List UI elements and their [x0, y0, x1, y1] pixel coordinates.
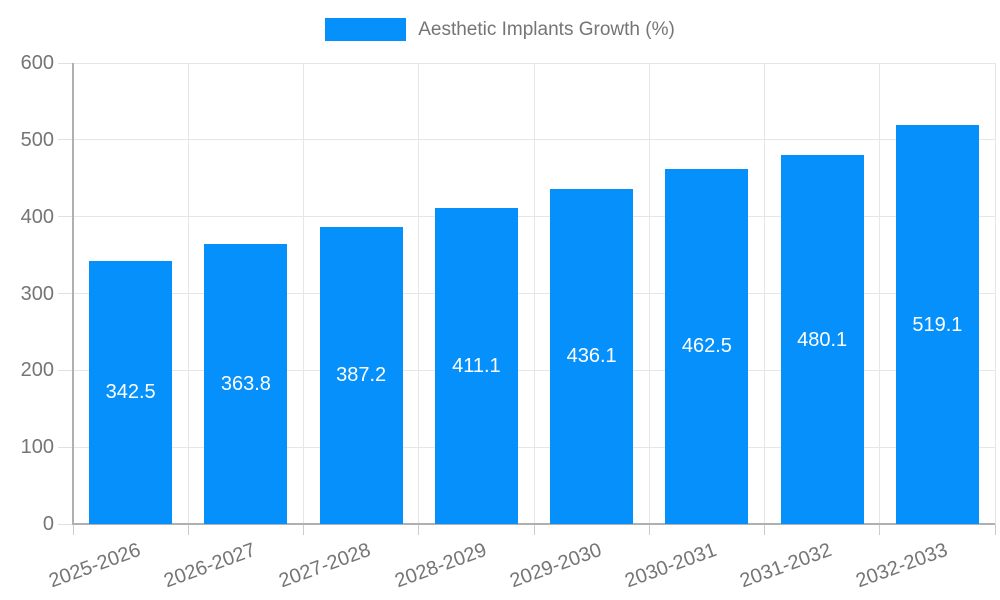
- bar[interactable]: 480.1: [780, 155, 864, 524]
- y-axis-tick-label: 500: [20, 128, 54, 151]
- v-gridline: [187, 63, 189, 524]
- x-tick-mark: [533, 524, 535, 535]
- x-tick-mark: [72, 524, 74, 535]
- v-gridline: [303, 63, 304, 524]
- bar[interactable]: 411.1: [434, 208, 518, 524]
- v-gridline: [764, 63, 765, 524]
- bar[interactable]: 363.8: [204, 244, 288, 524]
- bar-value-label: 342.5: [105, 381, 156, 404]
- legend-swatch-icon: [325, 18, 407, 41]
- y-tick-mark: [58, 139, 73, 141]
- bar[interactable]: 462.5: [665, 168, 749, 524]
- x-tick-mark: [187, 524, 189, 535]
- y-tick-mark: [58, 369, 73, 371]
- v-gridline: [533, 63, 535, 524]
- x-tick-mark: [764, 524, 765, 535]
- bar-value-label: 411.1: [452, 355, 501, 378]
- bar[interactable]: 436.1: [550, 188, 634, 524]
- y-axis-line: [72, 63, 74, 524]
- x-tick-mark: [879, 524, 881, 535]
- y-axis-tick-label: 400: [20, 205, 54, 228]
- x-tick-mark: [303, 524, 304, 535]
- x-axis-tick-label: 2025-2026: [46, 538, 144, 593]
- bar[interactable]: 387.2: [319, 226, 403, 524]
- x-axis-line: [72, 523, 995, 525]
- y-axis-tick-label: 100: [20, 436, 54, 459]
- v-gridline: [418, 63, 420, 524]
- y-tick-mark: [58, 216, 73, 218]
- y-axis-tick-label: 0: [42, 513, 54, 535]
- x-axis-tick-label: 2030-2031: [622, 538, 720, 593]
- y-axis-tick-label: 600: [20, 52, 54, 74]
- legend[interactable]: Aesthetic Implants Growth (%): [0, 18, 1000, 41]
- bar-value-label: 480.1: [797, 328, 848, 351]
- bar-value-label: 519.1: [912, 313, 963, 336]
- y-tick-mark: [58, 446, 73, 448]
- x-tick-mark: [418, 524, 420, 535]
- x-axis-tick-label: 2029-2030: [507, 538, 605, 593]
- x-tick-mark: [648, 524, 650, 535]
- plot-area: 342.5 363.8 387.2 411.1 436.1 462.5 480.1 519.1: [58, 62, 996, 535]
- x-axis-tick-label: 2026-2027: [161, 538, 259, 593]
- legend-label: Aesthetic Implants Growth (%): [418, 18, 675, 40]
- y-tick-mark: [58, 62, 73, 64]
- bar-value-label: 436.1: [566, 345, 617, 368]
- v-gridline: [994, 63, 996, 524]
- v-gridline: [879, 63, 881, 524]
- x-axis-tick-label: 2028-2029: [391, 538, 490, 593]
- y-tick-mark: [58, 523, 73, 525]
- y-axis-tick-label: 300: [20, 282, 54, 305]
- bar-value-label: 387.2: [336, 364, 387, 387]
- bar[interactable]: 519.1: [895, 125, 979, 524]
- bar[interactable]: 342.5: [89, 260, 173, 524]
- v-gridline: [648, 63, 650, 524]
- x-tick-mark: [994, 524, 996, 535]
- x-axis-tick-label: 2031-2032: [737, 538, 835, 593]
- bar-value-label: 462.5: [681, 335, 732, 358]
- bar-value-label: 363.8: [220, 373, 271, 396]
- x-axis-tick-label: 2027-2028: [276, 538, 374, 593]
- y-tick-mark: [58, 293, 73, 294]
- y-axis-tick-label: 200: [20, 359, 54, 382]
- x-axis-tick-label: 2032-2033: [852, 538, 951, 593]
